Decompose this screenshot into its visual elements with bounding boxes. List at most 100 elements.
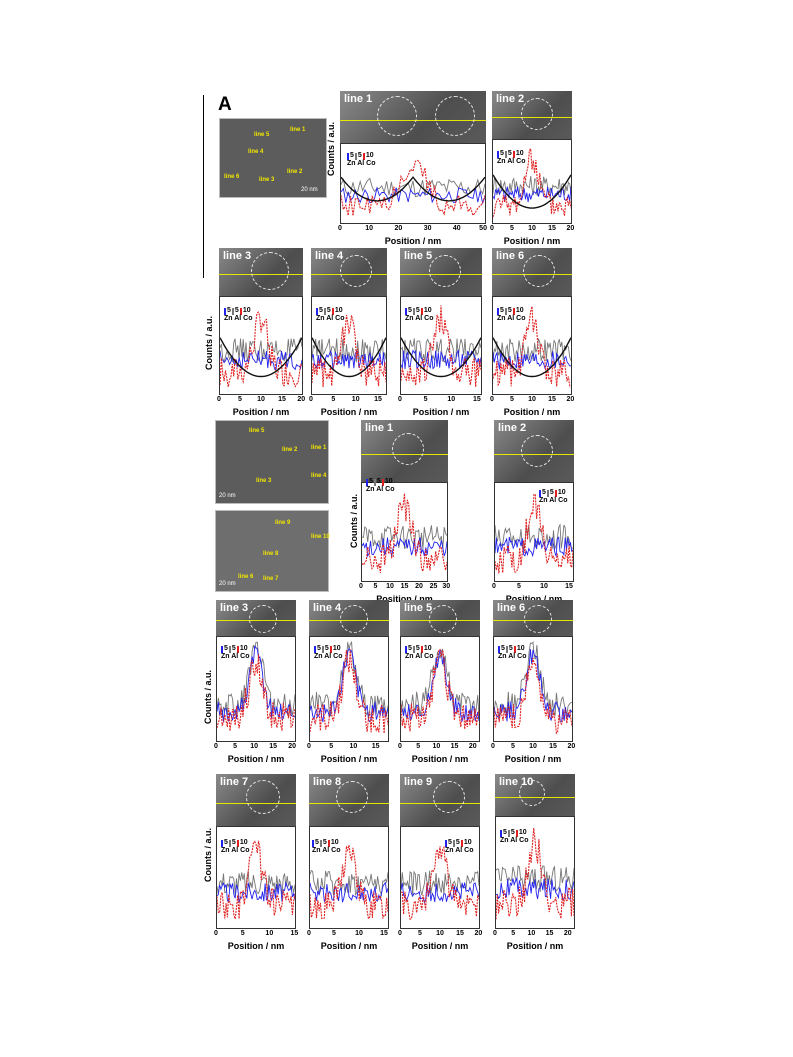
legend-scale-bar (221, 839, 223, 847)
stem-image: line 6 (492, 248, 572, 296)
x-tick-label: 30 (442, 583, 451, 590)
legend-scale-value: 5 (319, 307, 323, 314)
x-tick-label: 15 (290, 930, 299, 937)
legend-scale-bar (381, 478, 384, 486)
plot-title: line 2 (498, 422, 527, 434)
legend-elements: Zn Al Co (221, 847, 250, 854)
series-line (341, 186, 485, 205)
legend-scale-value: 10 (365, 152, 374, 159)
profile-svg (312, 314, 386, 388)
x-axis-ticks: 0 5 10 15 (214, 930, 299, 939)
scale-bar-label: 20 nm (219, 493, 236, 499)
legend-scale-bar (221, 645, 223, 653)
profile-svg (493, 147, 571, 218)
line-profile-plot: line 7 5 5 10 Zn Al Co 0 5 10 15 Position / nm (214, 774, 299, 951)
plot-area: 5 5 10 Zn Al Co (400, 636, 480, 742)
stem-image: line 4 (311, 248, 387, 296)
micrograph-label: line 6 (224, 174, 240, 180)
x-tick-label: 10 (365, 225, 374, 232)
legend: 5 5 10 Zn Al Co (497, 150, 526, 166)
legend-scale-value: 5 (408, 307, 412, 314)
x-tick-label: 15 (400, 583, 409, 590)
x-tick-label: 15 (278, 396, 286, 403)
legend-scale-value: 5 (542, 489, 546, 496)
x-axis-label: Position / nm (505, 594, 563, 604)
legend: 5 5 10 Zn Al Co (312, 839, 341, 855)
x-tick-label: 15 (269, 743, 278, 750)
legend-scale-bar (327, 839, 330, 847)
legend-scale-value: 10 (384, 478, 393, 485)
micrograph-label: line 4 (248, 149, 264, 155)
plot-title: line 1 (365, 422, 394, 434)
x-tick-label: 0 (217, 396, 221, 403)
x-tick-label: 10 (527, 930, 536, 937)
series-line (312, 314, 386, 388)
micrograph-label: line 7 (263, 576, 279, 582)
legend-scale-value: 10 (423, 307, 432, 314)
particle-outline (433, 781, 465, 813)
legend-elements: Zn Al Co (445, 847, 474, 854)
legend-scale-value: 5 (501, 645, 505, 652)
legend-scale-bar (512, 307, 515, 315)
legend-scale-value: 5 (322, 839, 327, 846)
x-tick-label: 25 (429, 583, 438, 590)
particle-outline (249, 605, 277, 633)
legend-scale-value: 10 (423, 645, 432, 652)
profile-svg (310, 845, 388, 921)
x-tick-label: 40 (452, 225, 461, 232)
series-line (362, 537, 447, 558)
particle-outline (246, 780, 280, 814)
x-axis-ticks: 0 5 10 15 20 (217, 396, 305, 405)
stem-image: line 9 (400, 774, 480, 826)
x-tick-label: 15 (549, 743, 557, 750)
plot-title: line 3 (223, 250, 252, 262)
x-axis-label: Position / nm (232, 407, 290, 417)
x-tick-label: 5 (511, 743, 515, 750)
legend-scale-bar (228, 645, 231, 653)
legend-scale-bar (498, 645, 500, 653)
legend-scale-bar (231, 307, 234, 315)
particle-outline (429, 605, 457, 633)
x-tick-label: 10 (528, 396, 536, 403)
legend-scale-value: 5 (350, 152, 354, 159)
x-tick-label: 0 (214, 743, 218, 750)
stem-image: line 7 (216, 774, 296, 826)
legend-elements: Zn Al Co (221, 653, 250, 660)
legend-elements: Zn Al Co (347, 160, 376, 167)
legend-scale-bar (460, 839, 463, 847)
x-tick-label: 5 (238, 396, 242, 403)
x-tick-label: 10 (432, 743, 441, 750)
plot-title: line 2 (496, 93, 525, 105)
profile-svg (495, 493, 573, 574)
x-axis-ticks: 0 5 10 15 (307, 930, 389, 939)
legend-elements: Zn Al Co (316, 315, 345, 322)
legend-scale-bar (366, 478, 368, 486)
x-tick-label: 20 (563, 930, 572, 937)
series-line (217, 880, 295, 903)
plot-title: line 6 (497, 602, 526, 614)
legend-scale-value: 5 (507, 307, 512, 314)
legend-scale-value: 5 (324, 645, 329, 652)
legend-scale-bar (319, 839, 322, 847)
fit-curve (401, 337, 481, 378)
x-axis-label: Position / nm (320, 754, 378, 764)
x-tick-label: 15 (565, 583, 573, 590)
legend-scale-value: 5 (455, 839, 460, 846)
x-tick-label: 0 (214, 930, 218, 937)
profile-svg (220, 311, 302, 388)
legend-scale-value: 10 (239, 645, 248, 652)
particle-outline (429, 255, 461, 287)
x-tick-label: 15 (371, 743, 380, 750)
legend-elements: Zn Al Co (500, 837, 529, 844)
x-axis-label: Position / nm (411, 754, 469, 764)
series-line (495, 493, 573, 574)
series-line (310, 881, 388, 903)
series-line (401, 845, 479, 920)
legend-scale-value: 5 (415, 307, 420, 314)
x-tick-label: 30 (423, 225, 432, 232)
x-tick-label: 10 (447, 396, 456, 403)
x-tick-label: 0 (490, 225, 494, 232)
legend-scale-bar (331, 307, 334, 315)
x-axis-label: Position / nm (411, 941, 469, 951)
x-axis-ticks: 0 5 10 15 20 (490, 396, 574, 405)
